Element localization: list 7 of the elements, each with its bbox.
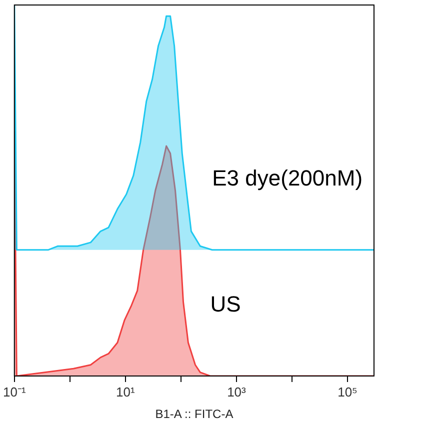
x-tick-label: 10⁵ (338, 384, 358, 400)
x-axis-title: B1-A :: FITC-A (155, 407, 234, 422)
x-tick-label: 10¹ (116, 384, 136, 400)
x-tick-label: 10⁻¹ (2, 384, 26, 400)
x-tick-label: 10³ (227, 384, 247, 400)
series-label: E3 dye(200nM) (212, 165, 363, 190)
series-label: US (210, 292, 241, 317)
